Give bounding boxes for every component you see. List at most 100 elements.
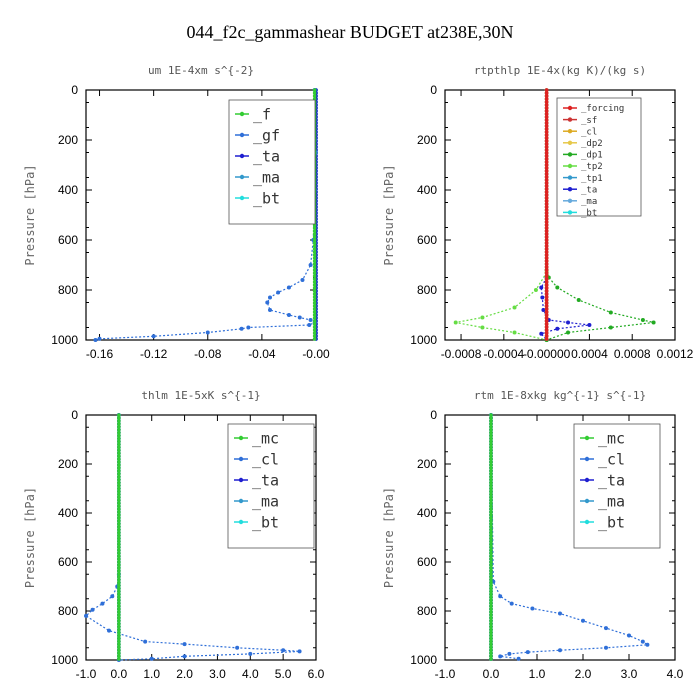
data-point xyxy=(117,616,121,620)
data-point xyxy=(544,295,549,299)
data-point xyxy=(117,413,121,417)
data-point xyxy=(489,445,493,450)
data-point xyxy=(489,422,493,426)
y-tick-label: 400 xyxy=(417,506,437,520)
data-point xyxy=(604,645,608,650)
data-point xyxy=(489,624,493,629)
data-point xyxy=(117,551,121,555)
data-point xyxy=(246,325,251,330)
data-point xyxy=(544,277,549,281)
data-point xyxy=(544,184,549,188)
data-point xyxy=(117,454,121,458)
data-point xyxy=(489,416,493,420)
y-tick-label: 1000 xyxy=(410,333,437,347)
data-point xyxy=(608,310,613,315)
data-point xyxy=(297,649,302,654)
data-point xyxy=(489,474,493,479)
data-point xyxy=(117,504,121,508)
data-point xyxy=(489,507,493,511)
data-point xyxy=(516,656,521,661)
y-tick-label: 800 xyxy=(58,283,78,297)
data-point xyxy=(544,166,549,170)
data-point xyxy=(489,466,493,470)
data-point xyxy=(312,235,317,239)
data-point xyxy=(117,524,121,529)
data-point xyxy=(489,560,493,564)
data-point xyxy=(117,624,121,629)
chart-panel-4: rtm 1E-8xkg kg^{-1} s^{-1} Pressure [hPa]… xyxy=(382,389,684,681)
y-tick-label: 1000 xyxy=(51,653,78,667)
legend-entry: _bt xyxy=(252,513,279,531)
data-point xyxy=(489,504,493,508)
data-point xyxy=(544,217,549,221)
data-point xyxy=(489,604,493,608)
data-point xyxy=(489,463,493,467)
data-point xyxy=(530,606,535,611)
data-point xyxy=(544,220,549,224)
data-point xyxy=(489,657,493,661)
data-point xyxy=(117,483,121,488)
x-tick-label: 0.0004 xyxy=(571,347,608,361)
data-point xyxy=(544,208,549,212)
data-point xyxy=(544,121,549,125)
data-point xyxy=(480,325,485,330)
data-point xyxy=(544,223,549,227)
data-point xyxy=(544,127,549,131)
data-point xyxy=(507,651,512,656)
data-point xyxy=(312,262,317,266)
data-point xyxy=(312,289,317,293)
data-point xyxy=(489,563,493,567)
data-point xyxy=(117,601,121,605)
data-point xyxy=(308,318,313,322)
data-point xyxy=(498,594,503,599)
series-line xyxy=(490,414,650,660)
data-point xyxy=(489,630,493,635)
data-point xyxy=(117,604,121,608)
data-point xyxy=(117,610,121,614)
data-point xyxy=(544,103,549,107)
y-tick-label: 600 xyxy=(417,233,437,247)
data-point xyxy=(533,288,538,292)
data-point xyxy=(312,241,317,245)
data-point xyxy=(312,310,317,314)
legend-entry: _dp2 xyxy=(581,139,603,149)
data-point xyxy=(544,304,549,308)
data-point xyxy=(117,463,121,467)
data-point xyxy=(143,639,148,644)
data-point xyxy=(117,589,121,594)
data-point xyxy=(117,645,121,650)
legend-swatch-marker xyxy=(567,187,573,192)
legend-entry: _mc xyxy=(252,429,279,447)
data-point xyxy=(117,510,121,514)
data-point xyxy=(117,639,121,644)
legend-entry: _ma xyxy=(581,197,597,207)
data-point xyxy=(268,295,272,300)
data-point xyxy=(117,507,121,511)
y-axis-label: Pressure [hPa] xyxy=(23,487,37,588)
data-point xyxy=(541,308,546,312)
x-tick-label: 5.0 xyxy=(275,667,292,681)
data-point xyxy=(117,436,121,441)
data-point xyxy=(489,592,493,597)
data-point xyxy=(544,334,549,338)
data-point xyxy=(489,451,493,456)
data-point xyxy=(312,301,317,305)
legend-entry: _bt xyxy=(598,513,625,531)
legend-entry: _cl xyxy=(581,127,597,137)
data-point xyxy=(544,280,549,284)
data-point xyxy=(117,566,121,570)
data-point xyxy=(489,533,493,538)
data-point xyxy=(544,247,549,251)
data-point xyxy=(555,326,560,331)
data-point xyxy=(312,256,317,260)
legend-entry: _f xyxy=(253,105,271,123)
data-point xyxy=(312,328,317,332)
data-point xyxy=(627,633,631,638)
data-point xyxy=(544,319,549,323)
data-point xyxy=(645,642,650,647)
data-point xyxy=(489,651,493,655)
data-point xyxy=(117,469,121,473)
chart-panel-3: thlm 1E-5xK s^{-1} Pressure [hPa] 0 200 400 6… xyxy=(23,389,325,681)
legend-swatch-marker xyxy=(584,477,590,483)
